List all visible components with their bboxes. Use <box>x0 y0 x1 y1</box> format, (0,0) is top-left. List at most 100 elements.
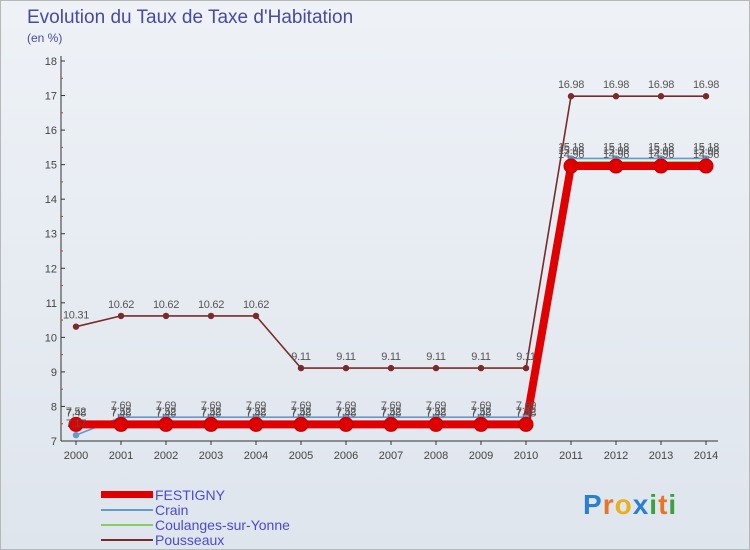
data-point <box>387 364 395 372</box>
data-label: 9.11 <box>336 351 356 363</box>
data-point <box>72 431 80 439</box>
legend-item: Crain <box>101 502 188 518</box>
logo-letter: o <box>614 489 633 520</box>
logo-letter: i <box>649 489 659 520</box>
series-line <box>76 161 706 424</box>
data-point <box>612 93 620 100</box>
data-label: 7.48 <box>201 407 221 419</box>
legend-item: FESTIGNY <box>101 486 226 503</box>
chart-title: Evolution du Taux de Taxe d'Habitation <box>27 7 354 28</box>
data-label: 10.62 <box>198 299 224 311</box>
data-label: 14.96 <box>648 149 674 161</box>
x-tick-label: 2008 <box>424 450 448 462</box>
legend-label: FESTIGNY <box>155 486 226 503</box>
data-label: 16.98 <box>648 79 674 91</box>
data-point <box>68 416 84 432</box>
y-tick-label: 16 <box>45 125 57 137</box>
data-point <box>432 364 440 372</box>
data-point <box>162 312 170 320</box>
legend-item: Coulanges-sur-Yonne <box>101 517 290 533</box>
x-tick-label: 2009 <box>469 450 493 462</box>
data-point <box>342 364 350 372</box>
data-point <box>117 312 125 320</box>
data-point <box>608 158 624 174</box>
data-label: 7.48 <box>66 407 86 419</box>
data-label: 7.48 <box>246 407 266 419</box>
x-tick-label: 2005 <box>289 450 313 462</box>
y-tick-label: 17 <box>45 91 57 103</box>
data-label: 7.69 <box>201 400 221 412</box>
data-point <box>428 416 444 432</box>
proxiti-logo: Proxiti <box>583 489 677 521</box>
x-tick-label: 2004 <box>244 450 268 462</box>
data-point <box>297 364 305 372</box>
data-label: 10.62 <box>108 299 134 311</box>
data-point <box>248 416 264 432</box>
data-label: 7.48 <box>156 407 176 419</box>
data-point <box>113 416 129 432</box>
data-label: 15.18 <box>558 141 584 153</box>
logo-letter: t <box>658 489 669 520</box>
y-tick-label: 18 <box>45 56 57 68</box>
data-labels: 10.31 10.62 10.62 10.62 10.62 9.11 9.11 9.11 9.1… <box>63 79 720 430</box>
data-point <box>72 323 80 330</box>
data-label: 10.62 <box>153 299 179 311</box>
y-tick-label: 8 <box>51 401 57 413</box>
logo-letter: i <box>668 489 678 520</box>
data-label: 9.11 <box>381 351 401 363</box>
logo-letter: P <box>583 489 603 520</box>
data-point <box>473 416 489 432</box>
legend-swatch <box>101 508 153 511</box>
data-point <box>653 158 669 174</box>
chart-unit-label: (en %) <box>27 31 63 45</box>
x-tick-label: 2003 <box>199 450 223 462</box>
x-tick-label: 2006 <box>334 450 358 462</box>
data-label: 15.18 <box>648 141 674 153</box>
data-label: 7.52 <box>291 406 311 418</box>
data-point <box>522 364 530 372</box>
data-label: 7.52 <box>426 406 446 418</box>
logo-letter: x <box>632 489 650 520</box>
data-point <box>203 416 219 432</box>
data-label: 7.52 <box>111 406 131 418</box>
data-label: 14.96 <box>558 149 584 161</box>
series-line <box>75 157 706 436</box>
data-label: 9.11 <box>291 351 311 363</box>
data-label: 7.52 <box>201 406 221 418</box>
data-point <box>702 93 710 100</box>
data-label: 7.52 <box>156 406 176 418</box>
data-label: 7.48 <box>111 407 131 419</box>
data-label: 9.11 <box>516 351 536 363</box>
data-label: 7.52 <box>516 406 536 418</box>
series-points <box>68 93 714 439</box>
x-tick-label: 2013 <box>649 450 673 462</box>
data-label: 15.18 <box>603 141 629 153</box>
y-tick-label: 9 <box>51 367 57 379</box>
legend-swatch <box>101 491 153 498</box>
data-label: 7.17 <box>66 418 86 430</box>
axes: 7 8 9 10 11 12 13 14 15 16 17 18 2000 2001 2002 2003 200… <box>45 56 718 462</box>
data-point <box>567 93 575 100</box>
x-tick-label: 2011 <box>559 450 583 462</box>
data-label: 16.98 <box>693 79 719 91</box>
data-point <box>563 158 579 174</box>
data-point <box>207 312 215 320</box>
x-tick-label: 2012 <box>604 450 628 462</box>
legend-label: Pousseaux <box>155 531 225 548</box>
x-tick-label: 2010 <box>514 450 538 462</box>
data-label: 7.69 <box>471 400 491 412</box>
data-label: 7.48 <box>336 407 356 419</box>
data-label: 15.08 <box>558 145 584 157</box>
data-label: 7.52 <box>336 406 356 418</box>
data-label: 15.08 <box>648 145 674 157</box>
data-label: 15.18 <box>693 141 719 153</box>
data-point <box>252 312 260 320</box>
y-tick-label: 12 <box>45 263 57 275</box>
data-label: 9.11 <box>471 351 491 363</box>
legend-item: Pousseaux <box>101 531 225 548</box>
data-label: 7.69 <box>111 400 131 412</box>
data-label: 7.52 <box>246 406 266 418</box>
data-label: 7.69 <box>516 400 536 412</box>
series-line <box>76 162 706 429</box>
data-label: 10.62 <box>243 299 269 311</box>
